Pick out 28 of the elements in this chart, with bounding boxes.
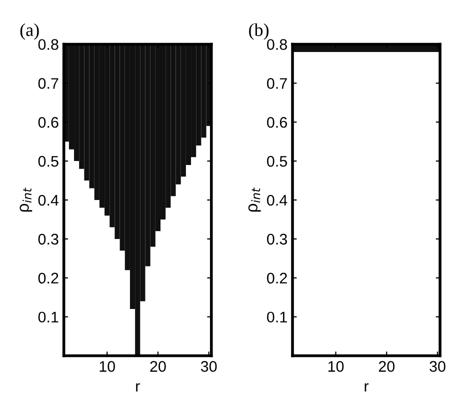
x-tick-label: 30 (430, 361, 446, 372)
y-tick-label: 0.4 (38, 194, 59, 206)
y-tick-label: 0.5 (267, 156, 288, 167)
y-tick-label: 0.4 (267, 194, 288, 206)
x-tick-label: 10 (100, 361, 115, 372)
y-tick-label: 0.1 (267, 312, 287, 323)
x-axis-title: r (136, 383, 140, 392)
y-tick-label: 0.8 (267, 39, 287, 50)
y-axis-title: ρ$_{int}$ (20, 187, 32, 212)
y-tick-label: 0.7 (267, 78, 287, 89)
y-tick-label: 0.3 (267, 234, 287, 245)
y-tick-label: 0.3 (38, 234, 58, 245)
y-tick-label: 0.7 (38, 78, 58, 89)
y-tick-label: 0.5 (38, 156, 58, 167)
chart-title: (a) (20, 23, 39, 40)
y-tick-label: 0.6 (38, 116, 58, 128)
y-tick-label: 0.8 (38, 39, 58, 50)
x-tick-label: 10 (328, 361, 344, 372)
y-tick-label: 0.6 (267, 116, 287, 128)
y-tick-label: 0.2 (267, 272, 287, 284)
y-tick-label: 0.1 (38, 312, 58, 323)
y-tick-label: 0.2 (38, 272, 58, 284)
x-axis-title: r (364, 383, 369, 392)
y-axis-title: ρ$_{int}$ (248, 187, 261, 212)
x-tick-label: 20 (378, 361, 395, 372)
chart-title: (b) (249, 23, 269, 40)
x-tick-label: 30 (200, 361, 217, 372)
x-tick-label: 20 (150, 361, 166, 372)
